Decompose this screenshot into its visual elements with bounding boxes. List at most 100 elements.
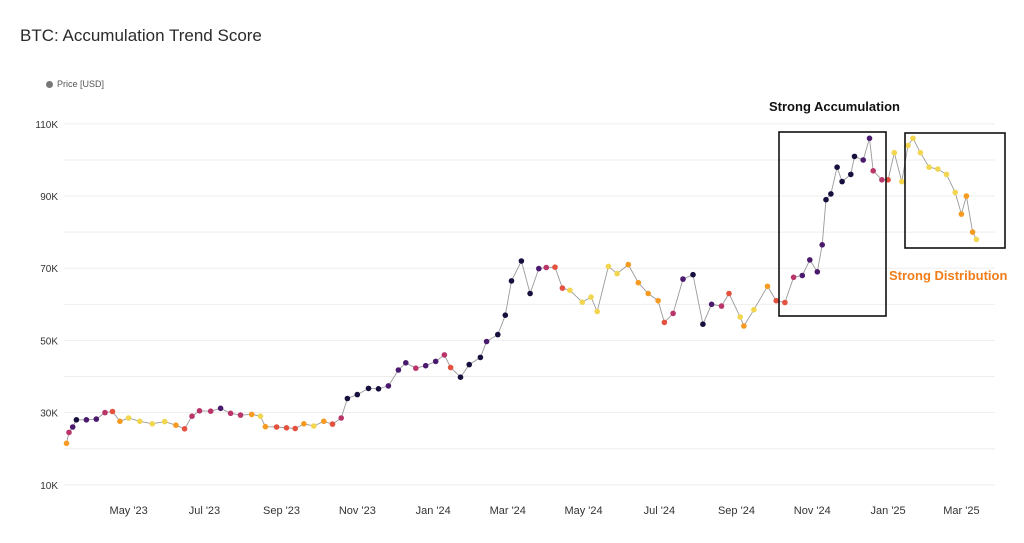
price-point xyxy=(137,418,143,425)
price-point xyxy=(726,290,732,297)
price-point xyxy=(527,290,533,297)
price-point xyxy=(790,274,797,281)
price-point xyxy=(301,421,307,427)
price-point xyxy=(196,408,203,414)
price-point xyxy=(559,285,566,291)
price-point xyxy=(851,153,858,160)
price-point xyxy=(690,271,696,278)
price-point xyxy=(466,361,473,368)
price-point xyxy=(73,417,80,423)
price-point xyxy=(963,193,970,199)
price-points xyxy=(63,135,980,447)
price-point xyxy=(69,424,76,430)
price-point xyxy=(536,265,542,272)
price-point xyxy=(823,196,829,203)
price-point xyxy=(905,142,911,149)
price-point xyxy=(117,418,123,425)
price-point xyxy=(645,290,651,297)
price-point xyxy=(828,191,834,197)
price-point xyxy=(83,417,90,423)
price-point xyxy=(807,257,813,263)
distribution-box xyxy=(904,132,1006,249)
price-point xyxy=(207,408,214,415)
price-point xyxy=(508,278,515,284)
price-point xyxy=(926,164,932,170)
x-tick-label: Jan '25 xyxy=(871,505,906,517)
price-point xyxy=(834,164,840,170)
price-point xyxy=(149,421,156,427)
price-point xyxy=(502,312,509,319)
price-point xyxy=(217,405,224,412)
price-point xyxy=(567,287,573,294)
distribution-annotation: Strong Distribution xyxy=(889,268,1007,283)
price-point xyxy=(483,338,490,345)
price-point xyxy=(594,308,600,315)
price-point xyxy=(161,418,168,425)
price-point xyxy=(457,374,464,381)
x-tick-label: Jul '23 xyxy=(189,505,220,517)
price-point xyxy=(93,416,100,422)
price-point xyxy=(189,413,195,420)
price-point xyxy=(441,352,448,358)
price-point xyxy=(109,408,116,415)
price-point xyxy=(700,321,706,328)
price-point xyxy=(605,263,612,270)
price-point xyxy=(257,413,264,420)
price-point xyxy=(273,424,280,430)
price-point xyxy=(655,297,661,304)
price-point xyxy=(413,365,419,372)
price-point xyxy=(262,423,269,430)
price-point xyxy=(432,358,439,365)
price-point xyxy=(385,383,392,389)
price-line xyxy=(66,137,977,444)
price-point xyxy=(329,421,336,427)
price-point xyxy=(764,283,771,290)
y-axis-labels: 10K 30K 50K 70K 90K 110K xyxy=(35,120,58,492)
price-point xyxy=(718,303,725,309)
legend-label: Price [USD] xyxy=(57,79,105,89)
x-tick-label: Mar '25 xyxy=(943,505,979,517)
price-point xyxy=(447,364,454,371)
x-tick-label: Sep '24 xyxy=(718,505,755,517)
price-point xyxy=(899,178,905,185)
y-tick-label: 110K xyxy=(35,120,58,131)
price-point xyxy=(782,299,788,306)
x-axis-labels: May '23 Jul '23 Sep '23 Nov '23 Jan '24 Mar '… xyxy=(110,505,980,517)
price-point xyxy=(66,429,72,436)
price-point xyxy=(819,242,825,248)
x-tick-label: Mar '24 xyxy=(490,505,526,517)
price-point xyxy=(292,425,299,432)
price-point xyxy=(935,166,941,172)
price-point xyxy=(403,360,409,366)
price-point xyxy=(354,391,361,398)
price-point xyxy=(311,423,317,429)
price-point xyxy=(395,367,402,373)
price-point xyxy=(181,426,188,432)
price-point xyxy=(125,415,132,421)
chart-legend[interactable]: Price [USD] xyxy=(46,79,104,89)
price-point xyxy=(102,409,108,416)
price-point xyxy=(661,319,668,326)
price-point xyxy=(63,440,70,447)
price-point xyxy=(839,178,845,185)
price-point xyxy=(741,323,747,329)
price-point xyxy=(870,168,876,174)
page-title: BTC: Accumulation Trend Score xyxy=(20,26,262,45)
y-tick-label: 90K xyxy=(40,192,58,203)
price-point xyxy=(614,270,620,277)
price-point xyxy=(879,177,885,183)
price-point xyxy=(737,314,743,320)
x-tick-label: Jul '24 xyxy=(644,505,675,517)
grid-lines xyxy=(64,123,995,486)
price-point xyxy=(969,229,976,235)
price-point xyxy=(248,411,255,418)
x-tick-label: Nov '24 xyxy=(794,505,831,517)
x-tick-label: Jan '24 xyxy=(416,505,451,517)
price-point xyxy=(799,272,806,279)
y-tick-label: 50K xyxy=(40,336,58,347)
price-point xyxy=(344,395,351,402)
price-point xyxy=(422,362,429,369)
price-point xyxy=(365,385,372,392)
x-tick-label: May '24 xyxy=(564,505,602,517)
price-point xyxy=(866,135,873,142)
